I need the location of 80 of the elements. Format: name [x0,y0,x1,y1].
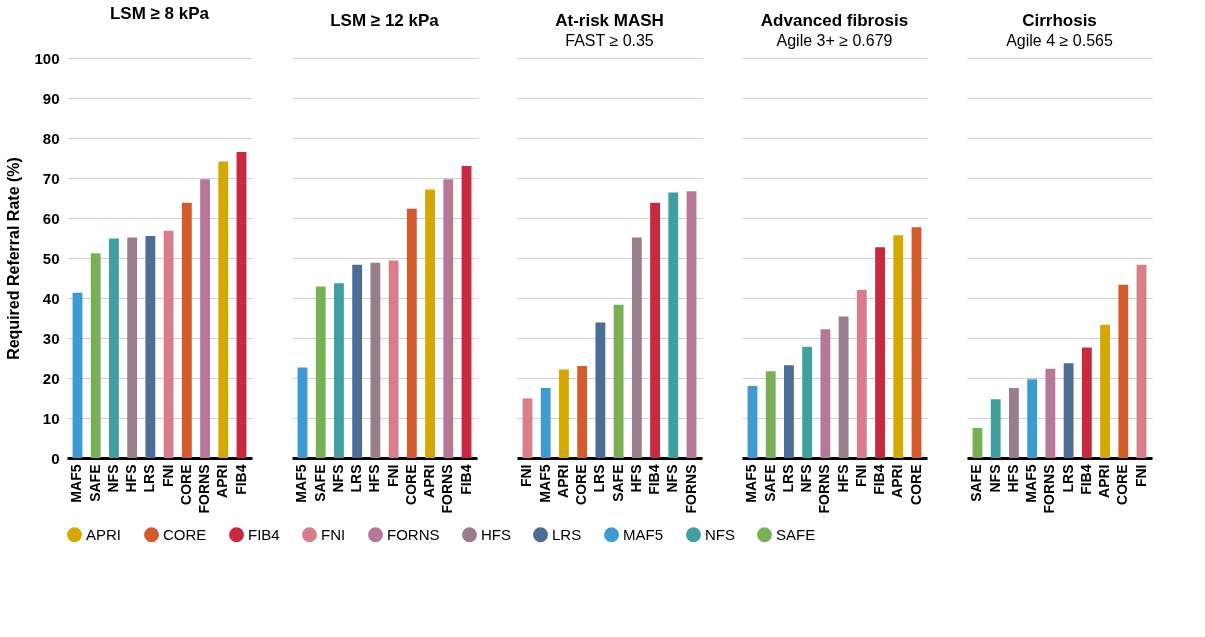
legend-label: FNI [321,525,346,543]
y-tick-label: 50 [42,249,60,267]
x-tick-label: LRS [591,464,608,493]
x-tick-label: LRS [1059,464,1076,493]
x-tick-label: LRS [348,464,365,493]
x-tick-label: SAFE [86,464,103,502]
x-tick-label: FIB4 [646,464,663,495]
legend-label: HFS [481,525,511,543]
x-tick-label: HFS [1004,464,1021,493]
x-tick-label: MAF5 [743,464,760,503]
x-tick-label: APRI [554,464,571,498]
chart-title: At-risk MASH [555,11,664,30]
x-tick-label: FIB4 [457,464,474,495]
x-tick-label: FIB4 [871,464,888,495]
x-tick-label: FNI [159,464,176,488]
chart-title: LSM ≥ 12 kPa [330,11,440,30]
x-tick-label: HFS [366,464,383,493]
x-tick-label: CORE [907,464,924,505]
x-tick-label: SAFE [311,464,328,502]
y-tick-label: 100 [34,49,60,67]
x-tick-label: FNI [852,464,869,488]
legend-label: FIB4 [248,525,280,543]
x-tick-label: SAFE [609,464,626,502]
x-tick-label: FNI [1132,464,1149,488]
x-tick-label: APRI [421,464,438,498]
x-tick-label: APRI [214,464,231,498]
chart-subtitle: Agile 4 ≥ 0.565 [1006,32,1113,49]
x-tick-label: CORE [177,464,194,505]
y-tick-label: 20 [42,369,60,387]
x-tick-label: FIB4 [232,464,249,495]
x-tick-label: FIB4 [1077,464,1094,495]
x-tick-label: NFS [664,464,681,493]
x-tick-label: MAF5 [68,464,85,503]
legend-label: SAFE [776,525,816,543]
x-tick-label: CORE [573,464,590,505]
chart-title: Cirrhosis [1022,11,1097,30]
chart-title: LSM ≥ 8 kPa [109,4,210,23]
y-tick-label: 30 [42,329,60,347]
chart-title: Advanced fibrosis [760,11,909,30]
y-tick-label: 80 [42,129,60,147]
x-tick-label: NFS [329,464,346,493]
legend-label: CORE [163,525,207,543]
x-tick-label: NFS [798,464,815,493]
x-tick-label: CORE [402,464,419,505]
x-tick-label: NFS [104,464,121,493]
y-tick-label: 60 [42,209,60,227]
x-tick-label: HFS [123,464,140,493]
legend-label: APRI [86,525,122,543]
x-tick-label: CORE [1114,464,1131,505]
y-tick-label: 90 [42,89,60,107]
y-axis-title: Required Referral Rate (%) [5,157,23,360]
x-tick-label: FORNS [196,464,213,514]
x-tick-label: NFS [986,464,1003,493]
x-tick-label: FORNS [816,464,833,514]
legend-label: LRS [552,525,582,543]
x-tick-label: FORNS [1041,464,1058,514]
x-tick-label: FORNS [439,464,456,514]
x-tick-label: SAFE [761,464,778,502]
x-tick-label: APRI [889,464,906,498]
x-tick-label: MAF5 [1023,464,1040,503]
x-tick-label: SAFE [968,464,985,502]
legend-label: FORNS [387,525,440,543]
legend-label: NFS [705,525,735,543]
x-tick-label: FNI [518,464,535,488]
x-tick-label: FNI [384,464,401,488]
x-tick-label: LRS [141,464,158,493]
y-tick-label: 70 [42,169,60,187]
x-tick-label: FORNS [682,464,699,514]
x-tick-label: MAF5 [293,464,310,503]
x-tick-label: HFS [627,464,644,493]
y-tick-label: 40 [42,289,60,307]
legend-label: MAF5 [623,525,664,543]
x-tick-label: MAF5 [536,464,553,503]
x-tick-label: LRS [779,464,796,493]
y-tick-label: 0 [51,449,60,467]
x-tick-label: HFS [834,464,851,493]
x-tick-label: APRI [1096,464,1113,498]
chart-subtitle: FAST ≥ 0.35 [565,32,654,49]
y-tick-label: 10 [42,409,60,427]
chart-subtitle: Agile 3+ ≥ 0.679 [776,32,893,49]
